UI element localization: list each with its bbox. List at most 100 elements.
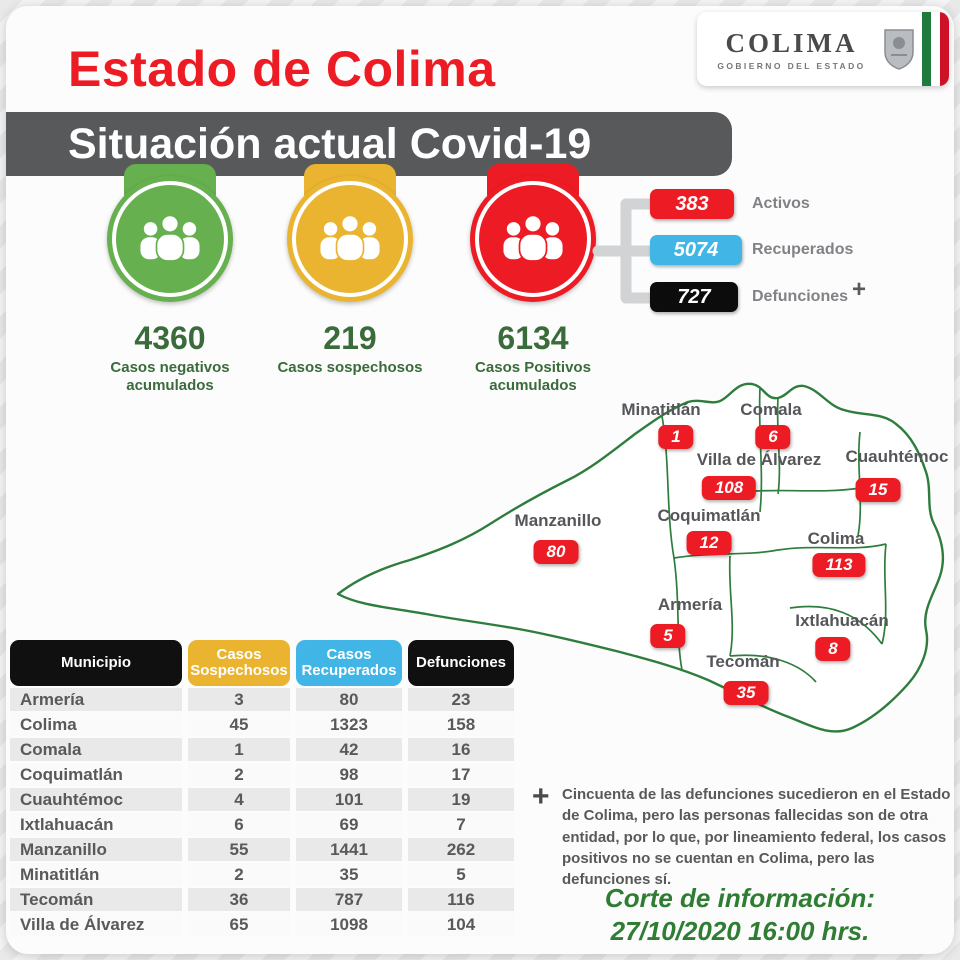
table-cell: 116 xyxy=(408,888,514,911)
table-cell: 1 xyxy=(188,738,290,761)
table-row: Tecomán xyxy=(10,888,182,911)
footnote-text: Cincuenta de las defunciones sucedieron … xyxy=(562,786,951,889)
cutoff-line2: 27/10/2020 16:00 hrs. xyxy=(610,915,870,946)
table-cell: 104 xyxy=(408,913,514,936)
positivos-value: 6134 xyxy=(497,320,569,356)
stat-sospechosos: 219 Casos sospechosos xyxy=(245,164,455,377)
cutoff-info: Corte de información: 27/10/2020 16:00 h… xyxy=(560,882,920,947)
table-row: Colima xyxy=(10,713,182,736)
people-icon xyxy=(140,214,200,262)
white-ring xyxy=(475,181,591,297)
table-cell: 3 xyxy=(188,688,290,711)
yellow-circle xyxy=(287,176,413,302)
table-row: Minatitlán xyxy=(10,863,182,886)
table-cell: 1098 xyxy=(296,913,402,936)
table-cell: 17 xyxy=(408,763,514,786)
flag-stripe-red xyxy=(940,12,949,86)
map-label-comala: Comala xyxy=(740,400,802,419)
coat-of-arms-icon xyxy=(884,29,914,70)
table-cell: 42 xyxy=(296,738,402,761)
map-badge-coquimatlan: 12 xyxy=(686,531,732,555)
table-cell: 65 xyxy=(188,913,290,936)
activos-badge: 383 xyxy=(650,189,734,219)
table-row: Armería xyxy=(10,688,182,711)
cutoff-line1: Corte de información: xyxy=(604,883,876,913)
table-cell: 35 xyxy=(296,863,402,886)
table-cell: 80 xyxy=(296,688,402,711)
table-cell: 2 xyxy=(188,863,290,886)
page-title: Estado de Colima xyxy=(68,41,496,97)
table-header-sospechosos: Casos Sospechosos xyxy=(188,640,290,686)
sospechosos-label: Casos sospechosos xyxy=(277,359,423,376)
defunciones-badge: 727 xyxy=(650,282,738,312)
map-label-coquimatlan: Coquimatlán xyxy=(657,506,761,525)
table-cell: 158 xyxy=(408,713,514,736)
table-cell: 6 xyxy=(188,813,290,836)
table-header-recuperados: Casos Recuperados xyxy=(296,640,402,686)
table-cell: 5 xyxy=(408,863,514,886)
table-cell: 16 xyxy=(408,738,514,761)
table-cell: 101 xyxy=(296,788,402,811)
table-row: Coquimatlán xyxy=(10,763,182,786)
defunciones-footnote-marker: + xyxy=(852,276,867,303)
table-row: Comala xyxy=(10,738,182,761)
table-cell: 7 xyxy=(408,813,514,836)
table-row: Manzanillo xyxy=(10,838,182,861)
flag-stripes xyxy=(922,12,949,86)
people-icon xyxy=(503,214,563,262)
stat-sospechosos-icon-wrap xyxy=(245,164,455,306)
negativos-label: Casos negativos acumulados xyxy=(110,359,230,394)
table-cell: 262 xyxy=(408,838,514,861)
flag-stripe-white xyxy=(931,12,940,86)
map-label-manzanillo: Manzanillo xyxy=(514,511,602,530)
map-label-villa-de-alvarez: Villa de Álvarez xyxy=(696,450,822,469)
footnote-marker: + xyxy=(532,780,550,813)
sospechosos-value: 219 xyxy=(323,320,377,356)
map-badge-colima: 113 xyxy=(812,553,866,577)
table-row: Ixtlahuacán xyxy=(10,813,182,836)
table-row: Cuauhtémoc xyxy=(10,788,182,811)
map-badge-villa-de-alvarez: 108 xyxy=(701,476,757,500)
map-badge-armeria: 5 xyxy=(650,624,686,648)
table-cell: 69 xyxy=(296,813,402,836)
table-cell: 4 xyxy=(188,788,290,811)
map-badge-comala: 6 xyxy=(755,425,791,449)
stat-positivos: 6134 Casos Positivos acumulados xyxy=(428,164,638,395)
people-icon xyxy=(320,214,380,262)
stat-negativos: 4360 Casos negativos acumulados xyxy=(65,164,275,395)
logo-text: COLIMA GOBIERNO DEL ESTADO xyxy=(697,28,876,71)
map-label-cuauhtemoc: Cuauhtémoc xyxy=(845,447,949,466)
state-outline xyxy=(336,382,945,733)
white-ring xyxy=(112,181,228,297)
map-label-tecoman: Tecomán xyxy=(706,652,780,671)
stat-negativos-icon-wrap xyxy=(65,164,275,306)
municipality-table: Municipio Casos Sospechosos Casos Recupe… xyxy=(10,640,522,936)
map-badge-cuauhtemoc: 15 xyxy=(855,478,901,502)
map-badge-tecoman: 35 xyxy=(723,681,769,705)
table-cell: 2 xyxy=(188,763,290,786)
map-badge-manzanillo: 80 xyxy=(533,540,579,564)
defunciones-label: Defunciones xyxy=(752,288,849,305)
white-ring xyxy=(292,181,408,297)
bracket-connector xyxy=(592,198,652,304)
map-label-armeria: Armería xyxy=(657,595,723,614)
table-header-defunciones: Defunciones xyxy=(408,640,514,686)
red-circle xyxy=(470,176,596,302)
map-label-colima: Colima xyxy=(807,529,865,548)
table-cell: 98 xyxy=(296,763,402,786)
map-label-minatitlan: Minatitlán xyxy=(621,400,701,419)
table-row: Villa de Álvarez xyxy=(10,913,182,936)
logo-subtext: GOBIERNO DEL ESTADO xyxy=(717,60,866,71)
table-cell: 45 xyxy=(188,713,290,736)
table-cell: 23 xyxy=(408,688,514,711)
colima-state-map xyxy=(336,382,945,733)
subtitle-banner: Situación actual Covid-19 xyxy=(6,112,732,176)
table-header-municipio: Municipio xyxy=(10,640,182,686)
flag-stripe-green xyxy=(922,12,931,86)
map-badge-ixtlahuacan: 8 xyxy=(815,637,851,661)
map-badge-minatitlan: 1 xyxy=(658,425,694,449)
recuperados-label: Recuperados xyxy=(752,241,854,258)
table-cell: 36 xyxy=(188,888,290,911)
map-label-ixtlahuacan: Ixtlahuacán xyxy=(795,611,889,630)
